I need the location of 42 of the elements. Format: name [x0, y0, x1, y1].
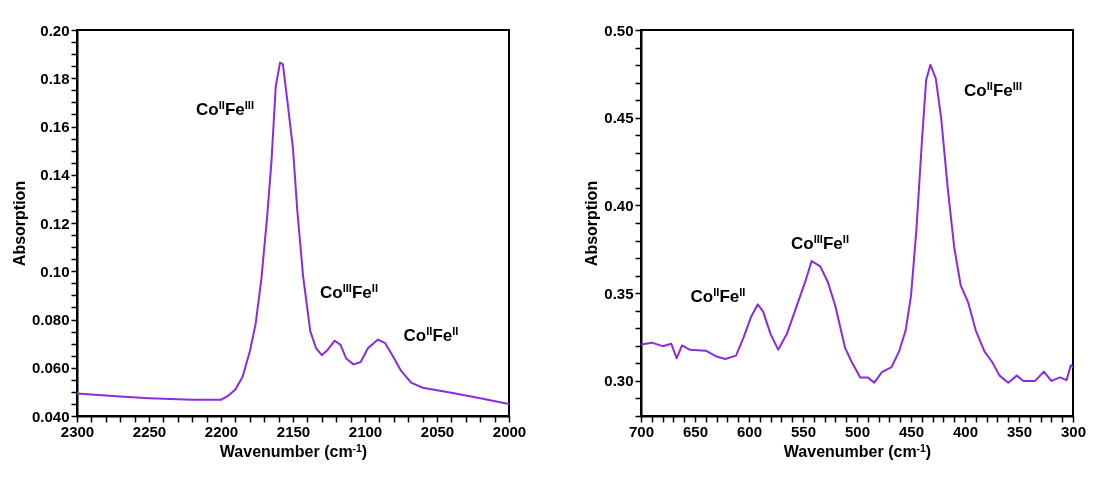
x-tick-label: 2150: [276, 422, 311, 440]
x-tick-label: 2300: [60, 422, 95, 440]
x-tick-label: 600: [736, 422, 763, 440]
annotation: Co$^{II}$Fe$^{III}$: [964, 80, 1022, 100]
y-tick-label: 0.040: [31, 407, 70, 425]
y-tick-label: 0.14: [40, 166, 71, 184]
y-axis-title: Absorption: [10, 180, 28, 267]
x-tick-label: 700: [628, 422, 655, 440]
y-tick-label: 0.40: [604, 196, 634, 214]
y-tick-label: 0.30: [604, 372, 634, 390]
line-series: [641, 63, 1073, 384]
y-tick-label: 0.080: [31, 311, 70, 328]
annotation: Co$^{III}$Fe$^{II}$: [791, 233, 849, 253]
annotation: Co$^{II}$Fe$^{III}$: [196, 99, 254, 119]
x-tick-label: 300: [1060, 422, 1087, 440]
y-tick-label: 0.50: [604, 21, 634, 39]
x-tick-label: 2200: [204, 422, 239, 440]
y-tick-label: 0.18: [40, 69, 70, 87]
x-tick-label: 450: [898, 422, 925, 440]
x-axis-title: Wavenumber (cm$^{-1}$): [219, 442, 368, 460]
x-tick-label: 550: [790, 422, 817, 440]
x-tick-label: 2250: [132, 422, 167, 440]
x-tick-label: 2000: [492, 422, 527, 440]
x-tick-label: 2100: [348, 422, 383, 440]
line-series: [77, 61, 509, 405]
y-tick-label: 0.16: [40, 118, 70, 135]
x-axis-title: Wavenumber (cm$^{-1}$): [783, 442, 932, 460]
x-tick-label: 400: [952, 422, 979, 440]
x-tick-label: 650: [682, 422, 709, 440]
y-axis-title: Absorption: [583, 180, 601, 267]
annotation: Co$^{II}$Fe$^{II}$: [403, 325, 459, 345]
annotation: Co$^{III}$Fe$^{II}$: [320, 282, 378, 302]
y-tick-label: 0.35: [604, 284, 634, 302]
y-tick-label: 0.20: [40, 21, 70, 39]
y-tick-label: 0.45: [604, 109, 634, 127]
x-tick-label: 350: [1006, 422, 1033, 440]
annotation: Co$^{II}$Fe$^{II}$: [690, 286, 746, 306]
y-tick-label: 0.060: [31, 359, 70, 377]
y-tick-label: 0.12: [40, 214, 70, 232]
y-tick-label: 0.10: [40, 262, 70, 280]
x-tick-label: 2050: [420, 422, 455, 440]
x-tick-label: 500: [844, 422, 871, 440]
